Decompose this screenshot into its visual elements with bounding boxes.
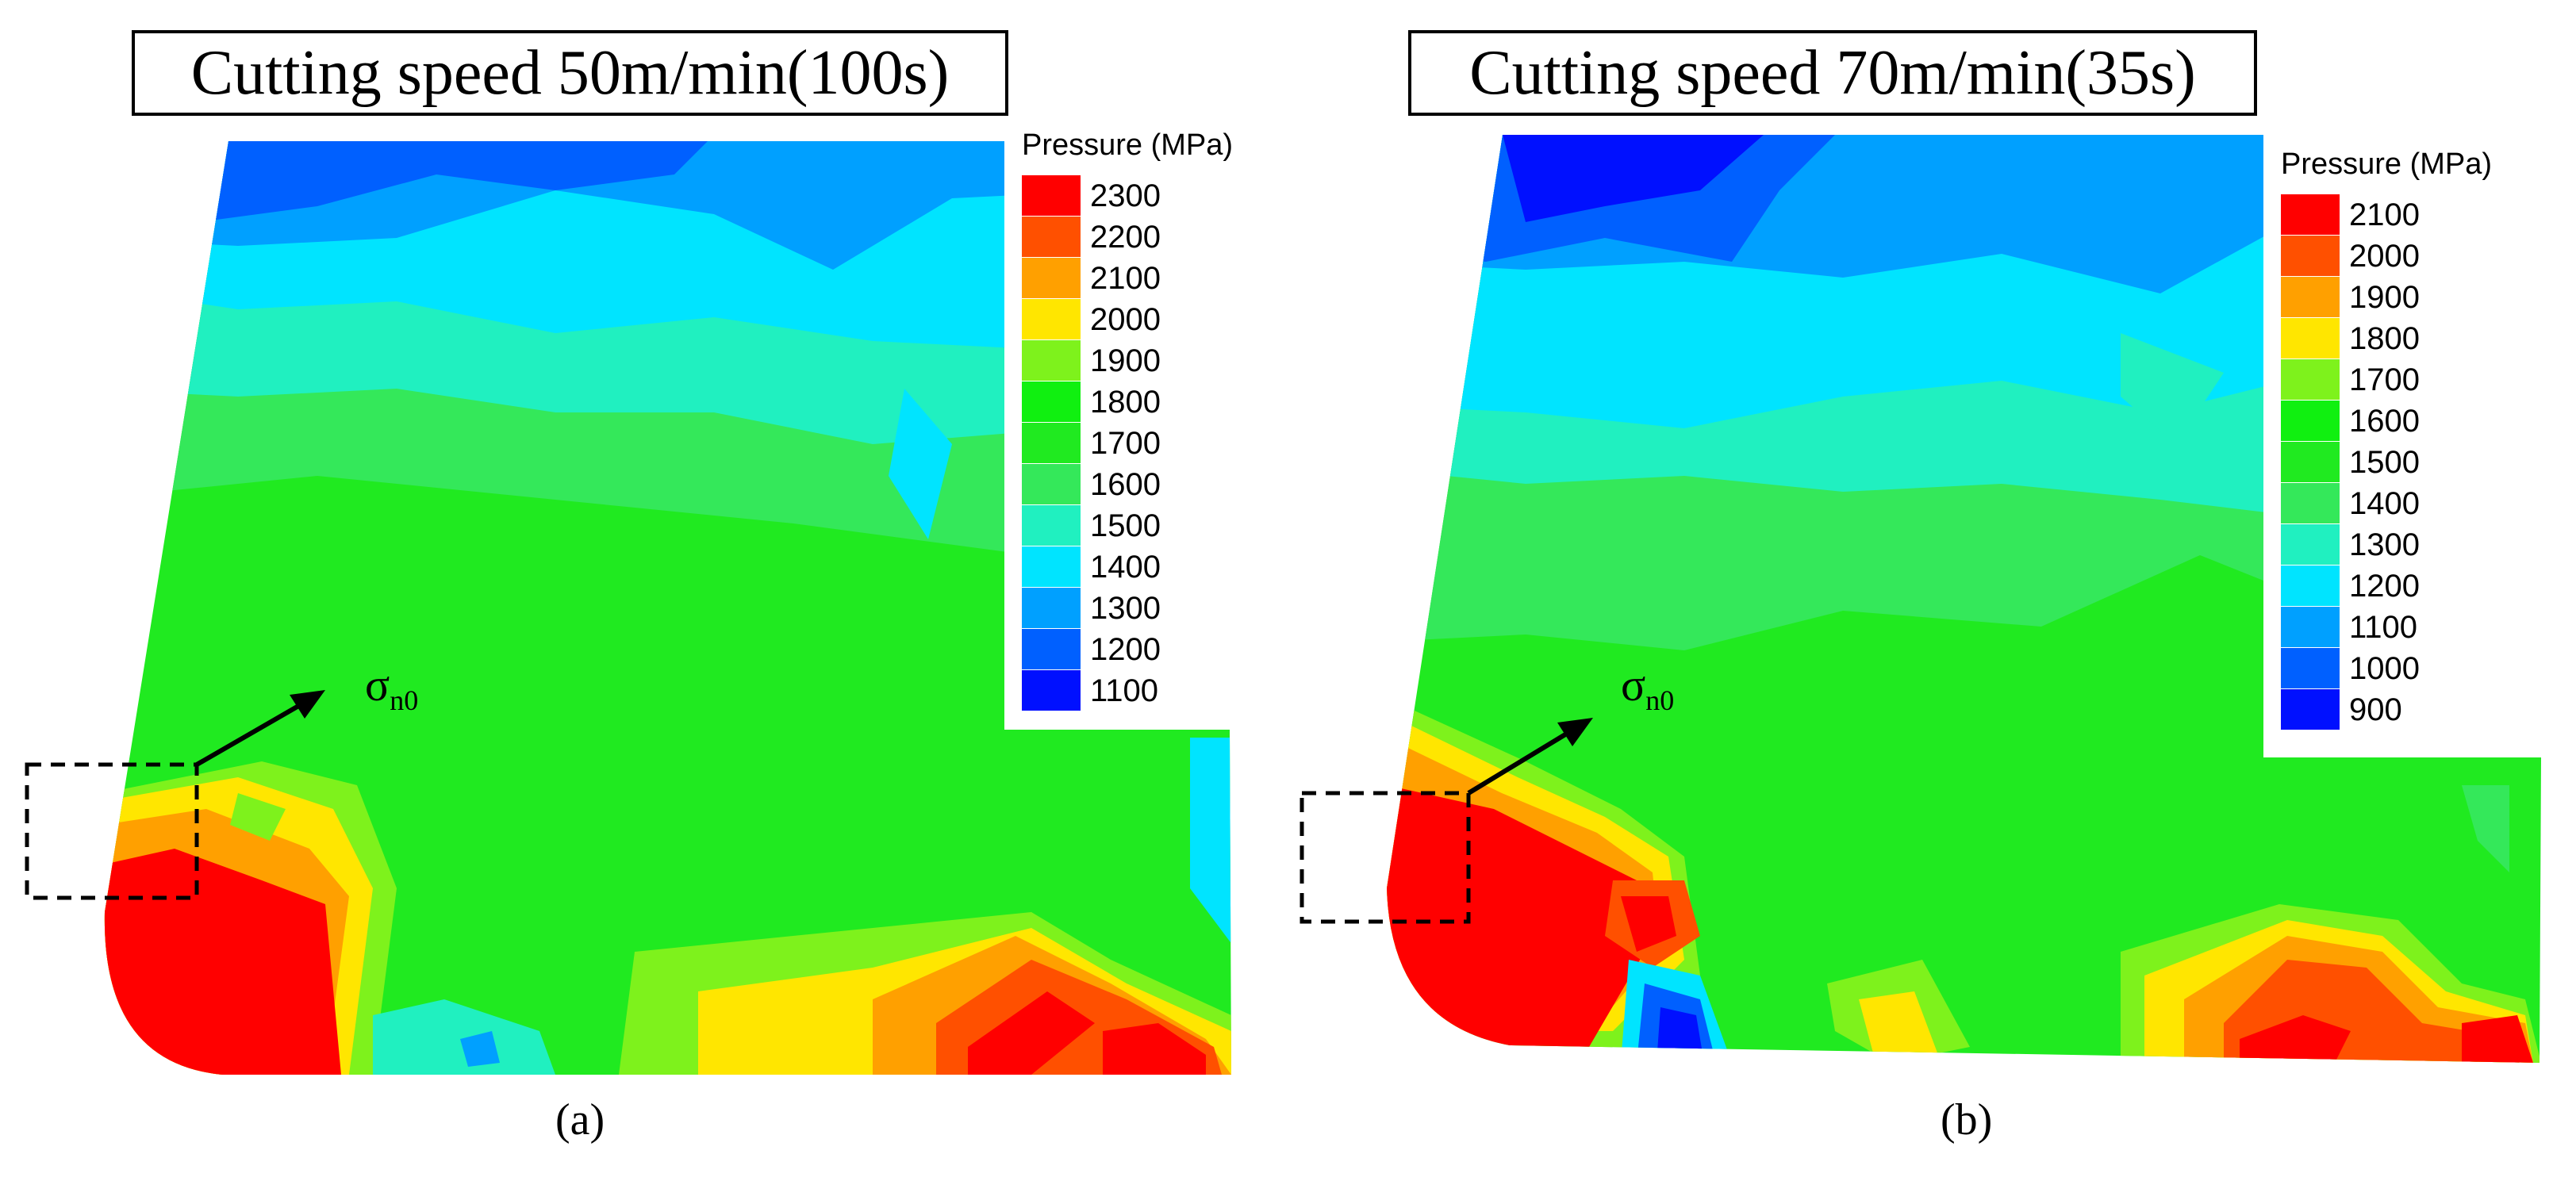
legend-label: 1100 bbox=[2349, 610, 2418, 645]
legend-swatch bbox=[1022, 299, 1081, 339]
contour-level-1300 bbox=[2121, 333, 2224, 444]
highlight-region bbox=[25, 762, 199, 900]
contour-level-900 bbox=[1503, 135, 1764, 222]
plot-title: Cutting speed 50m/min(100s) bbox=[132, 30, 1008, 116]
legend-swatch bbox=[1022, 217, 1081, 257]
legend-swatch bbox=[2281, 689, 2340, 730]
contour-level-1300 bbox=[460, 1031, 500, 1067]
colorbar-title: Pressure (MPa) bbox=[1022, 128, 1234, 162]
legend-label: 1200 bbox=[2349, 569, 2420, 604]
legend-swatch bbox=[1022, 423, 1081, 463]
legend-label: 1700 bbox=[2349, 362, 2420, 397]
legend-label: 1900 bbox=[1090, 343, 1161, 378]
contour-level-2100 bbox=[2240, 1015, 2351, 1063]
plot-title: Cutting speed 70m/min(35s) bbox=[1408, 30, 2257, 116]
contour-level-2100 bbox=[1621, 896, 1676, 952]
sigma-annotation: σn0 bbox=[1621, 659, 1675, 716]
legend-swatch bbox=[1022, 588, 1081, 628]
contour-level-1900 bbox=[1859, 991, 1938, 1059]
colorbar-legend: Pressure (MPa) 2100 2000 1900 1800 1700 1600 1… bbox=[2263, 144, 2576, 757]
legend-swatch bbox=[1022, 546, 1081, 587]
legend-label: 1800 bbox=[2349, 321, 2420, 356]
contour-level-1400 bbox=[2462, 785, 2509, 872]
legend-swatch bbox=[2281, 607, 2340, 647]
legend-label: 1900 bbox=[2349, 280, 2420, 315]
colorbar-legend: Pressure (MPa) 2300 2200 2100 2000 1900 1800 1… bbox=[1004, 125, 1306, 730]
contour-plot bbox=[1300, 135, 2541, 1063]
legend-swatch bbox=[2281, 359, 2340, 400]
arrow bbox=[195, 700, 307, 767]
legend-swatch bbox=[1022, 258, 1081, 298]
legend-label: 1500 bbox=[1090, 508, 1161, 543]
legend-label: 1600 bbox=[2349, 404, 2420, 439]
legend-label: 1000 bbox=[2349, 651, 2420, 686]
legend-swatch bbox=[1022, 505, 1081, 546]
arrow bbox=[1467, 727, 1575, 796]
legend-label: 2300 bbox=[1090, 178, 1161, 213]
legend-label: 1300 bbox=[2349, 527, 2420, 562]
legend-label: 1600 bbox=[1090, 467, 1161, 502]
panel-caption: (a) bbox=[555, 1095, 605, 1144]
legend-swatch bbox=[1022, 670, 1081, 711]
legend-label: 1400 bbox=[2349, 486, 2420, 521]
legend-swatch bbox=[2281, 648, 2340, 688]
legend-swatch bbox=[2281, 524, 2340, 565]
legend-label: 2100 bbox=[1090, 261, 1161, 296]
panel-caption: (b) bbox=[1941, 1095, 1993, 1144]
panel-a: Cutting speed 50m/min(100s) bbox=[25, 30, 1234, 1144]
legend-label: 1700 bbox=[1090, 426, 1161, 461]
legend-label: 1800 bbox=[1090, 385, 1161, 420]
contour-level-1400 bbox=[1190, 738, 1231, 952]
legend-label: 2000 bbox=[1090, 302, 1161, 337]
legend-label: 2000 bbox=[2349, 239, 2420, 274]
legend-swatch bbox=[2281, 194, 2340, 235]
contour-level-1200 bbox=[104, 141, 714, 222]
legend-swatch bbox=[1022, 175, 1081, 216]
legend-swatch bbox=[2281, 442, 2340, 482]
legend-label: 900 bbox=[2349, 692, 2402, 727]
legend-label: 1300 bbox=[1090, 591, 1161, 626]
legend-label: 1200 bbox=[1090, 632, 1161, 667]
legend-label: 2100 bbox=[2349, 197, 2420, 232]
legend-swatch bbox=[2281, 277, 2340, 317]
highlight-region bbox=[1300, 791, 1471, 924]
contour-level-1500 bbox=[373, 999, 555, 1075]
sigma-annotation: σn0 bbox=[365, 659, 419, 716]
legend-label: 1400 bbox=[1090, 550, 1161, 585]
legend-swatch bbox=[2281, 318, 2340, 358]
legend-swatch bbox=[2281, 401, 2340, 441]
legend-swatch bbox=[1022, 340, 1081, 381]
legend-label: 1500 bbox=[2349, 445, 2420, 480]
legend-label: 1100 bbox=[1090, 673, 1159, 708]
legend-swatch bbox=[2281, 483, 2340, 523]
panel-b: Cutting speed 70m/min(35s) bbox=[1288, 0, 2576, 1177]
contour-level-1800 bbox=[230, 793, 286, 841]
contour-level-2100 bbox=[1387, 785, 1645, 1047]
legend-swatch bbox=[2281, 565, 2340, 606]
legend-swatch bbox=[1022, 629, 1081, 669]
colorbar-title: Pressure (MPa) bbox=[2281, 148, 2493, 181]
contour-level-1400 bbox=[889, 389, 952, 539]
contour-level-2100 bbox=[2462, 1015, 2533, 1063]
contour-level-2300 bbox=[1103, 1023, 1206, 1075]
contour-level-2300 bbox=[104, 849, 341, 1075]
arrow-head bbox=[290, 690, 325, 719]
arrow-head bbox=[1557, 718, 1593, 746]
contour-level-2300 bbox=[968, 991, 1095, 1075]
legend-swatch bbox=[1022, 381, 1081, 422]
legend-swatch bbox=[2281, 236, 2340, 276]
legend-label: 2200 bbox=[1090, 220, 1161, 255]
legend-swatch bbox=[1022, 464, 1081, 504]
